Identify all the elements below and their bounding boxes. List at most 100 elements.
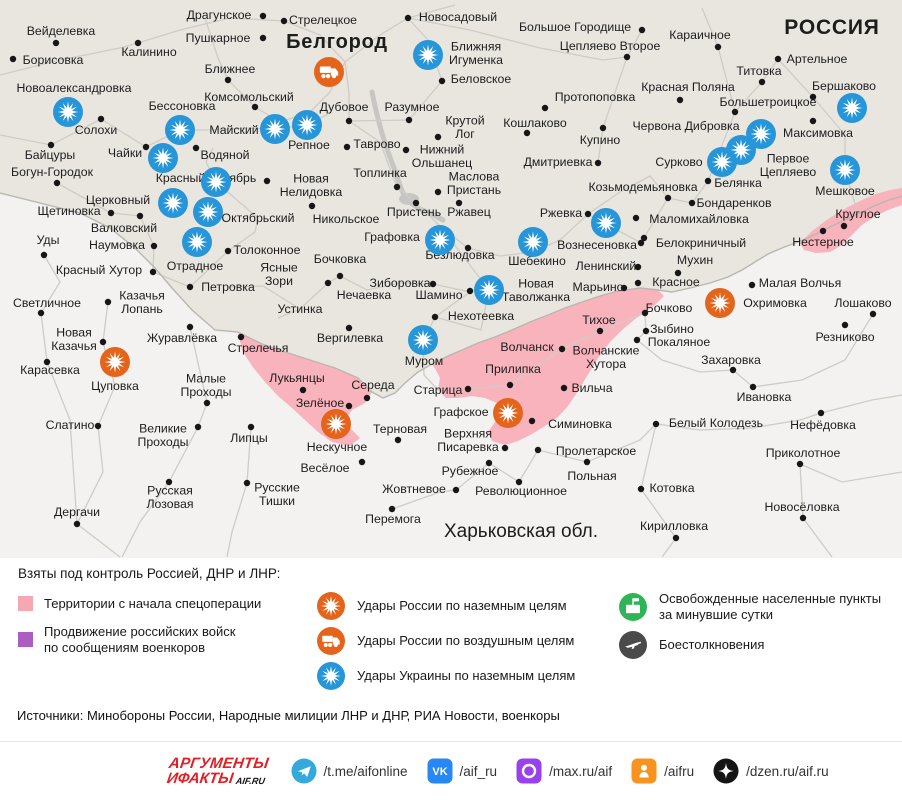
town-label: Козьмодемьяновка (588, 180, 697, 194)
town-label: Харьковская обл. (444, 521, 598, 542)
town-label: Белокриничный (656, 236, 746, 250)
town-label: Комсомольский (204, 90, 294, 104)
russia-ground-strike-icon (321, 409, 351, 439)
town-label: Маслова Пристань (447, 170, 501, 198)
social-dzen[interactable]: /dzen.ru/aif.ru (713, 758, 829, 784)
town-label: РОССИЯ (784, 16, 879, 39)
legend-item-ru-air-strikes: Удары России по воздушным целям (316, 626, 616, 656)
town-dot (714, 43, 722, 51)
town-dot (336, 272, 344, 280)
aif-logo[interactable]: АРГУМЕНТЫ ИФАКТЫ AIF.RU (166, 755, 270, 787)
town-label: Борисовка (23, 53, 84, 67)
town-dot (596, 327, 604, 335)
town-dot (73, 520, 81, 528)
town-label: Караичное (669, 28, 731, 42)
legend-label: Удары России по наземным целям (357, 598, 567, 614)
town-dot (259, 34, 267, 42)
town-label: Сурково (655, 155, 702, 169)
town-label: Белгород (286, 31, 388, 53)
town-label: Шебекино (508, 254, 566, 268)
sources-line: Источники: Минобороны России, Народные м… (17, 708, 560, 723)
town-dot (324, 279, 332, 287)
town-labels: Белгород РОССИЯ Харьковская обл. Вейделевка… (11, 8, 892, 542)
town-dot (280, 17, 288, 25)
town-dot (192, 144, 200, 152)
town-label: Лошаково (834, 296, 891, 310)
town-dot (455, 199, 463, 207)
town-label: Бершаково (812, 79, 876, 93)
town-dot (819, 227, 827, 235)
town-label: Муром (405, 354, 444, 368)
town-dot (632, 214, 640, 222)
town-label: Вознесеновка (557, 238, 637, 252)
town-dot (40, 251, 48, 259)
town-label: Зелёное (296, 396, 345, 410)
town-dot (9, 55, 17, 63)
town-dots (9, 12, 877, 542)
town-dot (523, 129, 531, 137)
town-dot (136, 212, 144, 220)
town-label: Октябрьский (222, 211, 295, 225)
ukraine-ground-strike-icon (408, 325, 438, 355)
town-dot (664, 194, 672, 202)
town-label: Старица (414, 383, 463, 397)
town-label: Покаляное (648, 335, 711, 349)
town-label: Лукьянцы (269, 371, 324, 385)
town-dot (438, 77, 446, 85)
town-dot (637, 239, 645, 247)
town-dot (402, 146, 410, 154)
town-dot (534, 446, 542, 454)
town-label: Валковский (91, 221, 157, 235)
town-label: Титовка (736, 64, 781, 78)
town-dot (343, 143, 351, 151)
town-label: Новая Казачья (51, 326, 97, 354)
town-dot (165, 478, 173, 486)
town-dot (749, 383, 757, 391)
town-dot (796, 460, 804, 468)
town-label: Бочковка (314, 252, 367, 266)
town-dot (652, 420, 660, 428)
town-label: Слатино (46, 418, 95, 432)
ukraine-ground-strike-icon (413, 40, 443, 70)
social-telegram[interactable]: /t.me/aifonline (291, 758, 408, 784)
legend-territory-column: Территории с начала спецоперации Продвиж… (18, 596, 308, 668)
town-label: Дубовое (320, 100, 369, 114)
town-dot (758, 78, 766, 86)
town-label: Верхняя Писаревка (437, 427, 499, 455)
town-label: Мешковое (815, 184, 875, 198)
town-label: Жовтневое (382, 482, 446, 496)
town-label: Прилипка (485, 362, 541, 376)
town-label: Нечаевка (337, 288, 392, 302)
town-label: Новосадовый (419, 10, 497, 24)
town-label: Драгунское (187, 8, 252, 22)
aif-logo-line1: АРГУМЕНТЫ (167, 755, 270, 772)
town-dot (107, 209, 115, 217)
town-label: Журавлёвка (147, 331, 217, 345)
ukraine-ground-strike-icon (707, 147, 737, 177)
town-label: Стрелечья (228, 341, 289, 355)
town-dot (224, 76, 232, 84)
town-label: Зыбино (650, 322, 694, 336)
town-dot (634, 279, 642, 287)
social-vk[interactable]: VK /aif_ru (427, 758, 497, 784)
town-label: Щетиновка (37, 204, 100, 218)
telegram-handle: /t.me/aifonline (323, 763, 408, 779)
russia-air-strike-icon (316, 626, 346, 656)
legend-item-combat: Боестолкновения (618, 630, 902, 660)
town-dot (464, 385, 472, 393)
town-label: Марьино (573, 280, 624, 294)
town-label: Котовка (649, 481, 694, 495)
max-handle: /max.ru/aif (549, 763, 613, 779)
town-dot (638, 26, 646, 34)
town-label: Устинка (278, 302, 323, 316)
town-dot (704, 177, 712, 185)
social-max[interactable]: /max.ru/aif (516, 758, 612, 784)
ukraine-ground-strike-icon (165, 115, 195, 145)
town-dot (431, 313, 439, 321)
legend-label: Боестолкновения (659, 636, 765, 652)
town-label: Нехотеевка (448, 309, 514, 323)
social-ok[interactable]: /aifru (631, 758, 694, 784)
town-label: Кирилловка (640, 519, 708, 533)
legend-item-ua-ground-strikes: Удары Украины по наземным целям (316, 661, 616, 691)
town-dot (748, 281, 756, 289)
